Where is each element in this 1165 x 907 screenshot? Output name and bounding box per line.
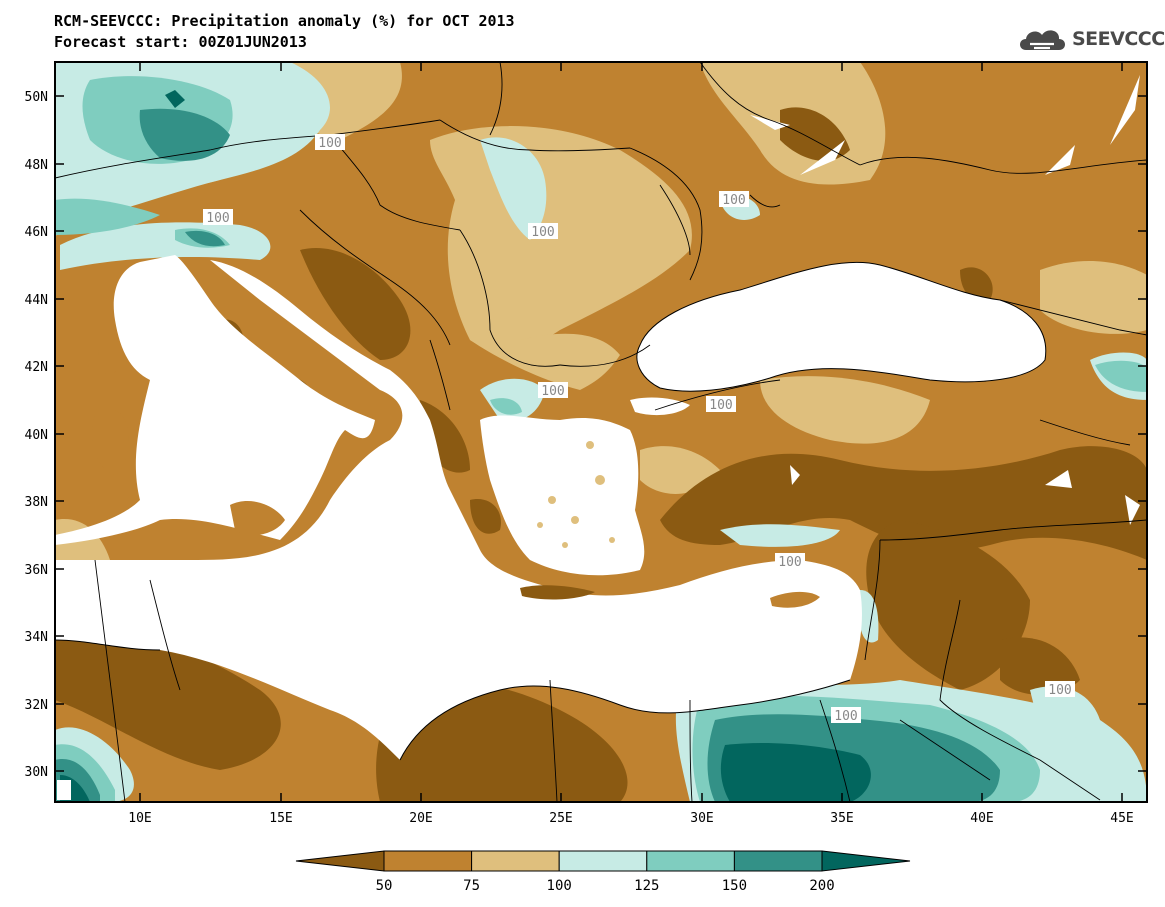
contour-label-group: 100 100 100 100 100 100 100 100 100 [203, 134, 1075, 724]
lat-label: 42N [25, 360, 48, 375]
svg-text:100: 100 [709, 398, 732, 413]
coastlines [55, 261, 1047, 761]
sea-mask [55, 255, 1046, 760]
contour-label: 100 [538, 382, 568, 399]
contour-label: 100 [1045, 681, 1075, 698]
svg-text:100: 100 [778, 555, 801, 570]
colorbar-legend: 50 75 100 125 150 200 [295, 850, 911, 894]
lat-label: 34N [25, 630, 48, 645]
lon-label: 10E [128, 811, 151, 826]
colorbar-swatch [471, 850, 560, 872]
missing-data-patches [57, 75, 1140, 800]
logo-text: SEEVCCC [1072, 28, 1165, 50]
colorbar-swatch [558, 850, 648, 872]
colorbar-swatch [295, 850, 385, 872]
svg-text:100: 100 [541, 384, 564, 399]
contour-label: 100 [528, 223, 558, 240]
lat-label: 30N [25, 765, 48, 780]
map-title: RCM-SEEVCCC: Precipitation anomaly (%) f… [54, 12, 515, 30]
lon-label: 15E [269, 811, 292, 826]
contour-label: 100 [831, 707, 861, 724]
map-frame [54, 61, 1148, 803]
colorbar-swatch [646, 850, 735, 872]
contour-label: 100 [203, 209, 233, 226]
colorbar-tick-label: 75 [463, 878, 480, 894]
colorbar-tick-label: 200 [809, 878, 834, 894]
colorbar-tick-label: 125 [634, 878, 659, 894]
lat-label: 38N [25, 495, 48, 510]
colorbar-swatch [821, 850, 911, 872]
longitude-axis: 10E 15E 20E 25E 30E 35E 40E 45E [128, 62, 1134, 826]
lon-label: 45E [1110, 811, 1133, 826]
svg-text:100: 100 [318, 136, 341, 151]
contour-label: 100 [706, 396, 736, 413]
lon-label: 35E [830, 811, 853, 826]
contour-label: 100 [775, 553, 805, 570]
lon-label: 40E [970, 811, 993, 826]
svg-text:100: 100 [206, 211, 229, 226]
lon-label: 25E [549, 811, 572, 826]
lon-label: 20E [409, 811, 432, 826]
lat-label: 48N [25, 158, 48, 173]
lat-label: 50N [25, 90, 48, 105]
lat-label: 40N [25, 428, 48, 443]
contour-label: 100 [315, 134, 345, 151]
forecast-start-subtitle: Forecast start: 00Z01JUN2013 [54, 33, 307, 51]
seevccc-logo: SEEVCCC [1016, 24, 1165, 54]
contour-label: 100 [719, 191, 749, 208]
svg-text:100: 100 [722, 193, 745, 208]
colorbar-swatch [383, 850, 473, 872]
lat-label: 36N [25, 563, 48, 578]
lat-label: 32N [25, 698, 48, 713]
lat-label: 46N [25, 225, 48, 240]
colorbar-tick-label: 100 [547, 878, 572, 894]
colorbar-tick-label: 150 [722, 878, 747, 894]
colorbar-tick-label: 50 [376, 878, 393, 894]
svg-text:100: 100 [834, 709, 857, 724]
country-borders [55, 62, 1147, 802]
svg-text:100: 100 [1048, 683, 1071, 698]
latitude-axis: 50N 48N 46N 44N 42N 40N 38N 36N 34N 32N 30N [25, 90, 1147, 780]
lat-label: 44N [25, 293, 48, 308]
islands [91, 338, 820, 608]
lon-label: 30E [690, 811, 713, 826]
cloud-icon [1020, 30, 1065, 50]
svg-text:100: 100 [531, 225, 554, 240]
colorbar-swatch [733, 850, 823, 872]
